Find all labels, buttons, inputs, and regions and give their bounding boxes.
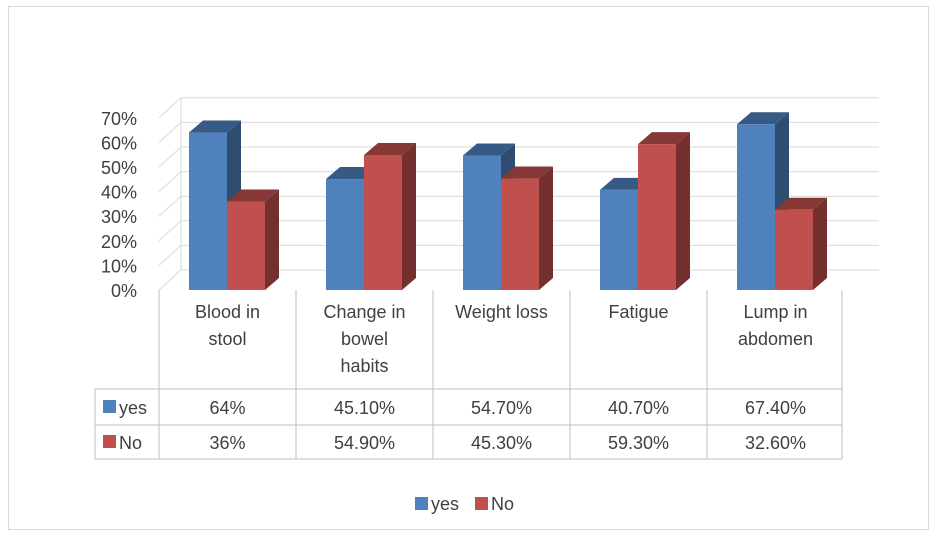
category-label: Change in xyxy=(323,302,405,322)
table-value: 40.70% xyxy=(608,398,669,418)
legend: yes No xyxy=(415,494,514,514)
bar-no-1 xyxy=(227,189,279,290)
category-label: stool xyxy=(208,329,246,349)
bar-front-face xyxy=(600,189,638,290)
y-tick-label: 0% xyxy=(111,281,137,301)
table-value: 67.40% xyxy=(745,398,806,418)
bar-no-2 xyxy=(364,142,416,290)
bar-front-face xyxy=(737,124,775,290)
data-table: Blood in stool Change in bowel habits Weight … xyxy=(94,290,843,460)
bar-top-face xyxy=(737,112,789,125)
legend-label: yes xyxy=(431,494,459,514)
bar-top-face xyxy=(189,120,241,133)
y-tick-label: 10% xyxy=(101,256,137,276)
gridline-side xyxy=(158,220,182,242)
y-tick-label: 30% xyxy=(101,207,137,227)
table-value: 59.30% xyxy=(608,433,669,453)
y-tick-label: 60% xyxy=(101,133,137,153)
series-key-yes xyxy=(103,400,116,413)
series-key-no xyxy=(103,435,116,448)
bar-front-face xyxy=(326,179,364,290)
y-tick-label: 70% xyxy=(101,109,137,129)
y-tick-label: 50% xyxy=(101,158,137,178)
y-tick-label: 20% xyxy=(101,232,137,252)
table-value: 36% xyxy=(209,433,245,453)
table-value: 54.90% xyxy=(334,433,395,453)
bar-front-face xyxy=(227,201,265,290)
bar-front-face xyxy=(501,178,539,290)
bar-top-face xyxy=(463,143,515,156)
bar-front-face xyxy=(189,132,227,290)
y-axis: 0% 10% 20% 30% 40% 50% 60% 70% xyxy=(101,109,137,301)
y-tick-label: 40% xyxy=(101,183,137,203)
gridline-side xyxy=(158,245,182,266)
chart-svg: 0% 10% 20% 30% 40% 50% 60% 70% Blood in stool Cha… xyxy=(94,97,879,514)
legend-swatch xyxy=(415,497,428,510)
table-value: 32.60% xyxy=(745,433,806,453)
bar-top-face xyxy=(227,189,279,202)
bar-side-face xyxy=(813,197,827,290)
chart-frame: 0% 10% 20% 30% 40% 50% 60% 70% Blood in stool Cha… xyxy=(8,6,929,530)
bar-front-face xyxy=(463,155,501,290)
bar-front-face xyxy=(775,209,813,290)
gridline-side xyxy=(158,97,182,119)
bar-side-face xyxy=(676,132,690,290)
category-label: abdomen xyxy=(738,329,813,349)
legend-label: No xyxy=(491,494,514,514)
gridline-side xyxy=(158,171,182,192)
table-value: 64% xyxy=(209,398,245,418)
category-label: Lump in xyxy=(743,302,807,322)
bar-top-face xyxy=(364,142,416,155)
gridline-side xyxy=(158,269,182,291)
legend-item-yes: yes xyxy=(415,494,459,514)
bar-side-face xyxy=(402,142,416,290)
series-name: yes xyxy=(119,398,147,418)
category-label: habits xyxy=(340,356,388,376)
gridline-side xyxy=(158,122,182,143)
legend-item-no: No xyxy=(475,494,514,514)
category-label: Weight loss xyxy=(455,302,548,322)
table-value: 45.10% xyxy=(334,398,395,418)
category-label: bowel xyxy=(341,329,388,349)
series-name: No xyxy=(119,433,142,453)
gridline-side xyxy=(158,195,182,217)
bar-front-face xyxy=(364,154,402,290)
bar-front-face xyxy=(638,144,676,290)
gridline-side xyxy=(158,146,182,168)
table-value: 45.30% xyxy=(471,433,532,453)
category-label: Blood in xyxy=(195,302,260,322)
bars xyxy=(189,112,827,290)
bar-no-5 xyxy=(775,197,827,290)
bar-top-face xyxy=(775,197,827,210)
bar-no-3 xyxy=(501,166,553,290)
bar-side-face xyxy=(265,189,279,290)
table-value: 54.70% xyxy=(471,398,532,418)
bar-top-face xyxy=(638,132,690,145)
legend-swatch xyxy=(475,497,488,510)
bar-top-face xyxy=(501,166,553,179)
category-label: Fatigue xyxy=(608,302,668,322)
bar-side-face xyxy=(539,166,553,290)
bar-no-4 xyxy=(638,132,690,290)
